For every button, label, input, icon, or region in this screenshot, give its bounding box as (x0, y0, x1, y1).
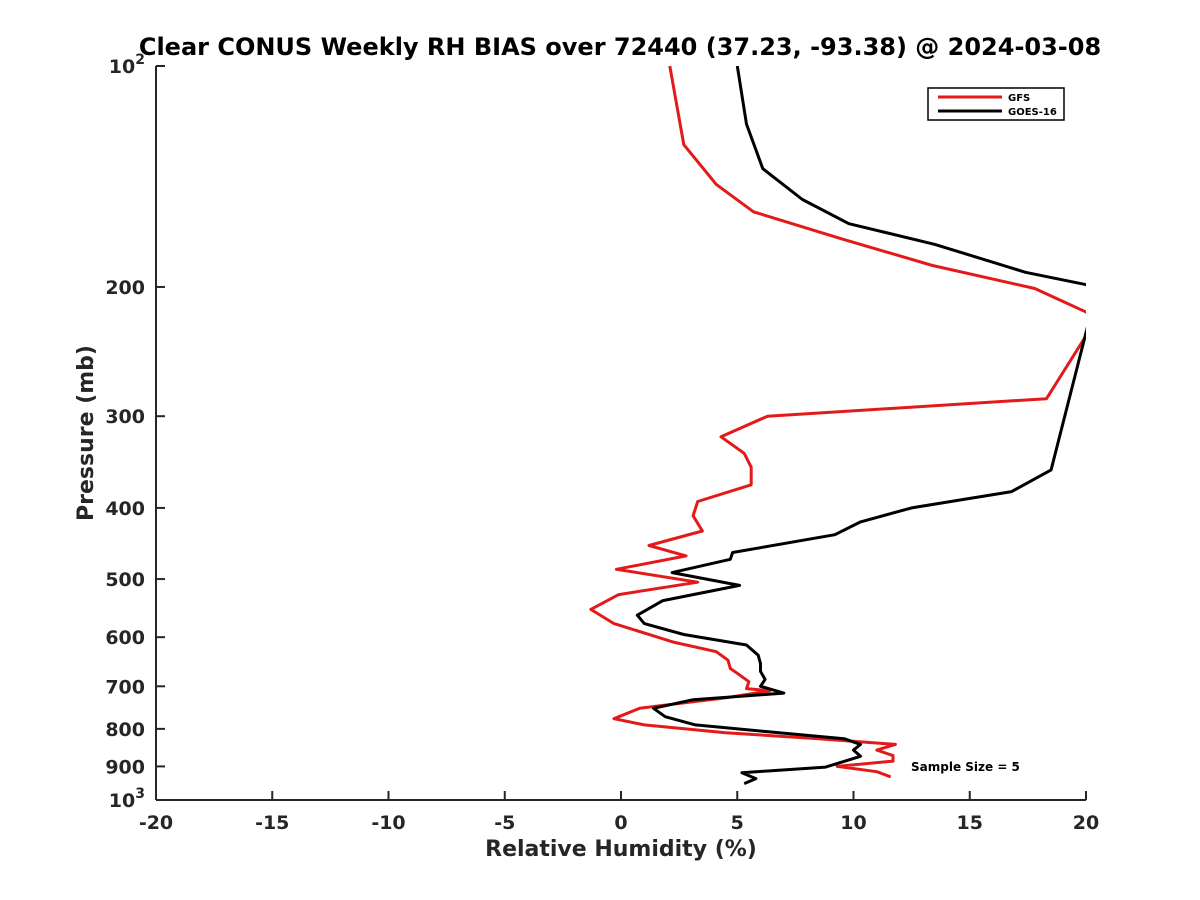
legend: GFS GOES-16 (927, 87, 1065, 121)
x-tick-label-3: -5 (494, 812, 515, 834)
y-tick-label-2: 300 (105, 406, 145, 428)
y-tick-label-6: 700 (105, 676, 145, 698)
x-tick-label-6: 10 (840, 812, 866, 834)
x-axis-label: Relative Humidity (%) (485, 837, 757, 862)
x-tick-label-0: -20 (139, 812, 173, 834)
x-tick-label-4: 0 (614, 812, 627, 834)
x-tick-label-7: 15 (957, 812, 983, 834)
y-axis-label: Pressure (mb) (74, 345, 99, 521)
x-tick-label-1: -15 (255, 812, 289, 834)
series-line-0 (589, 66, 1086, 779)
axes: -20 -15 -10 -5 0 5 10 15 20 102 200 300 400 500 600 700… (105, 52, 1099, 834)
series-group (589, 66, 1086, 785)
y-tick-label-7: 800 (105, 719, 145, 741)
y-tick-label-0: 102 (109, 52, 145, 78)
x-tick-label-2: -10 (371, 812, 405, 834)
legend-box (927, 87, 1065, 121)
sample-size-annotation: Sample Size = 5 (911, 760, 1020, 774)
y-tick-label-1: 200 (105, 277, 145, 299)
series-line-1 (635, 66, 1086, 785)
y-tick-label-4: 500 (105, 569, 145, 591)
y-tick-label-5: 600 (105, 627, 145, 649)
y-tick-label-3: 400 (105, 498, 145, 520)
legend-label-0: GFS (1008, 93, 1030, 104)
y-tick-label-9: 103 (109, 786, 145, 812)
legend-label-1: GOES-16 (1008, 107, 1057, 118)
y-tick-label-8: 900 (105, 756, 145, 778)
chart-title: Clear CONUS Weekly RH BIAS over 72440 (3… (139, 33, 1101, 61)
x-tick-label-5: 5 (731, 812, 744, 834)
x-tick-label-8: 20 (1073, 812, 1099, 834)
